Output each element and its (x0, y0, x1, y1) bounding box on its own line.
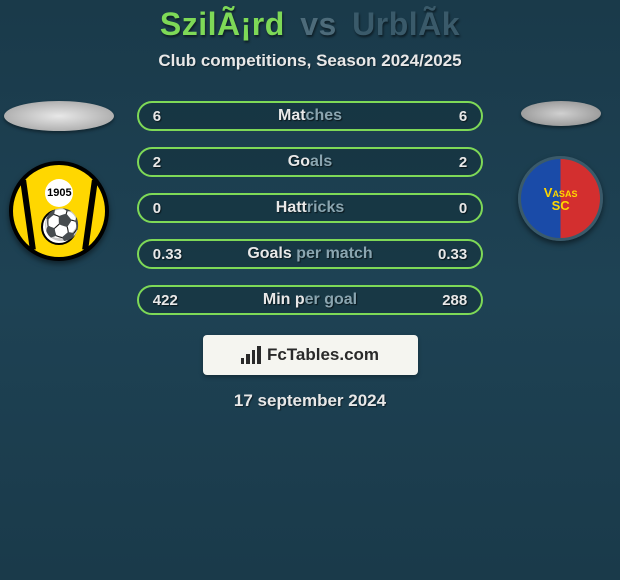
club1-year: 1905 (45, 179, 73, 207)
stat-left-value: 2 (153, 154, 193, 171)
stat-row-matches: 6 Matches 6 (137, 101, 483, 131)
vs-label: vs (300, 6, 337, 42)
date-label: 17 september 2024 (234, 391, 386, 411)
stat-left-value: 0.33 (153, 246, 193, 263)
stat-label: Hattricks (276, 199, 344, 217)
header: SzilÃ¡rd vs UrblÃ­k Club competitions, S… (0, 0, 620, 71)
badge-stripe (21, 180, 37, 250)
stat-right-value: 2 (427, 154, 467, 171)
right-side: VASASSC (501, 101, 620, 241)
club2-text: VASASSC (544, 186, 578, 212)
soccer-ball-icon (41, 209, 77, 245)
stat-label: Matches (278, 107, 342, 125)
player2-photo (521, 101, 601, 126)
stat-row-hattricks: 0 Hattricks 0 (137, 193, 483, 223)
stat-row-mpg: 422 Min per goal 288 (137, 285, 483, 315)
stat-left-value: 6 (153, 108, 193, 125)
badge-stripe (83, 180, 99, 250)
stat-label: Goals per match (247, 245, 372, 263)
stat-left-value: 0 (153, 200, 193, 217)
player2-name: UrblÃ­k (352, 6, 460, 42)
stat-row-gpm: 0.33 Goals per match 0.33 (137, 239, 483, 269)
club1-badge: 1905 (9, 161, 109, 261)
stat-right-value: 0 (427, 200, 467, 217)
stat-label: Min per goal (263, 291, 357, 309)
stats-table: 6 Matches 6 2 Goals 2 0 Hattricks 0 0.33… (137, 101, 483, 315)
stat-row-goals: 2 Goals 2 (137, 147, 483, 177)
brand-text: FcTables.com (267, 345, 379, 365)
stat-right-value: 0.33 (427, 246, 467, 263)
subtitle: Club competitions, Season 2024/2025 (0, 51, 620, 71)
comparison-title: SzilÃ¡rd vs UrblÃ­k (0, 6, 620, 43)
brand-link[interactable]: FcTables.com (203, 335, 418, 375)
stat-right-value: 288 (427, 292, 467, 309)
stat-left-value: 422 (153, 292, 193, 309)
left-side: 1905 (0, 101, 119, 261)
player1-name: SzilÃ¡rd (160, 6, 285, 42)
stat-label: Goals (288, 153, 332, 171)
footer: FcTables.com 17 september 2024 (0, 335, 620, 411)
chart-bars-icon (241, 346, 261, 364)
main-content: 1905 6 Matches 6 2 Goals 2 0 Hattricks 0… (0, 101, 620, 315)
club2-badge: VASASSC (518, 156, 603, 241)
player1-photo (4, 101, 114, 131)
stat-right-value: 6 (427, 108, 467, 125)
